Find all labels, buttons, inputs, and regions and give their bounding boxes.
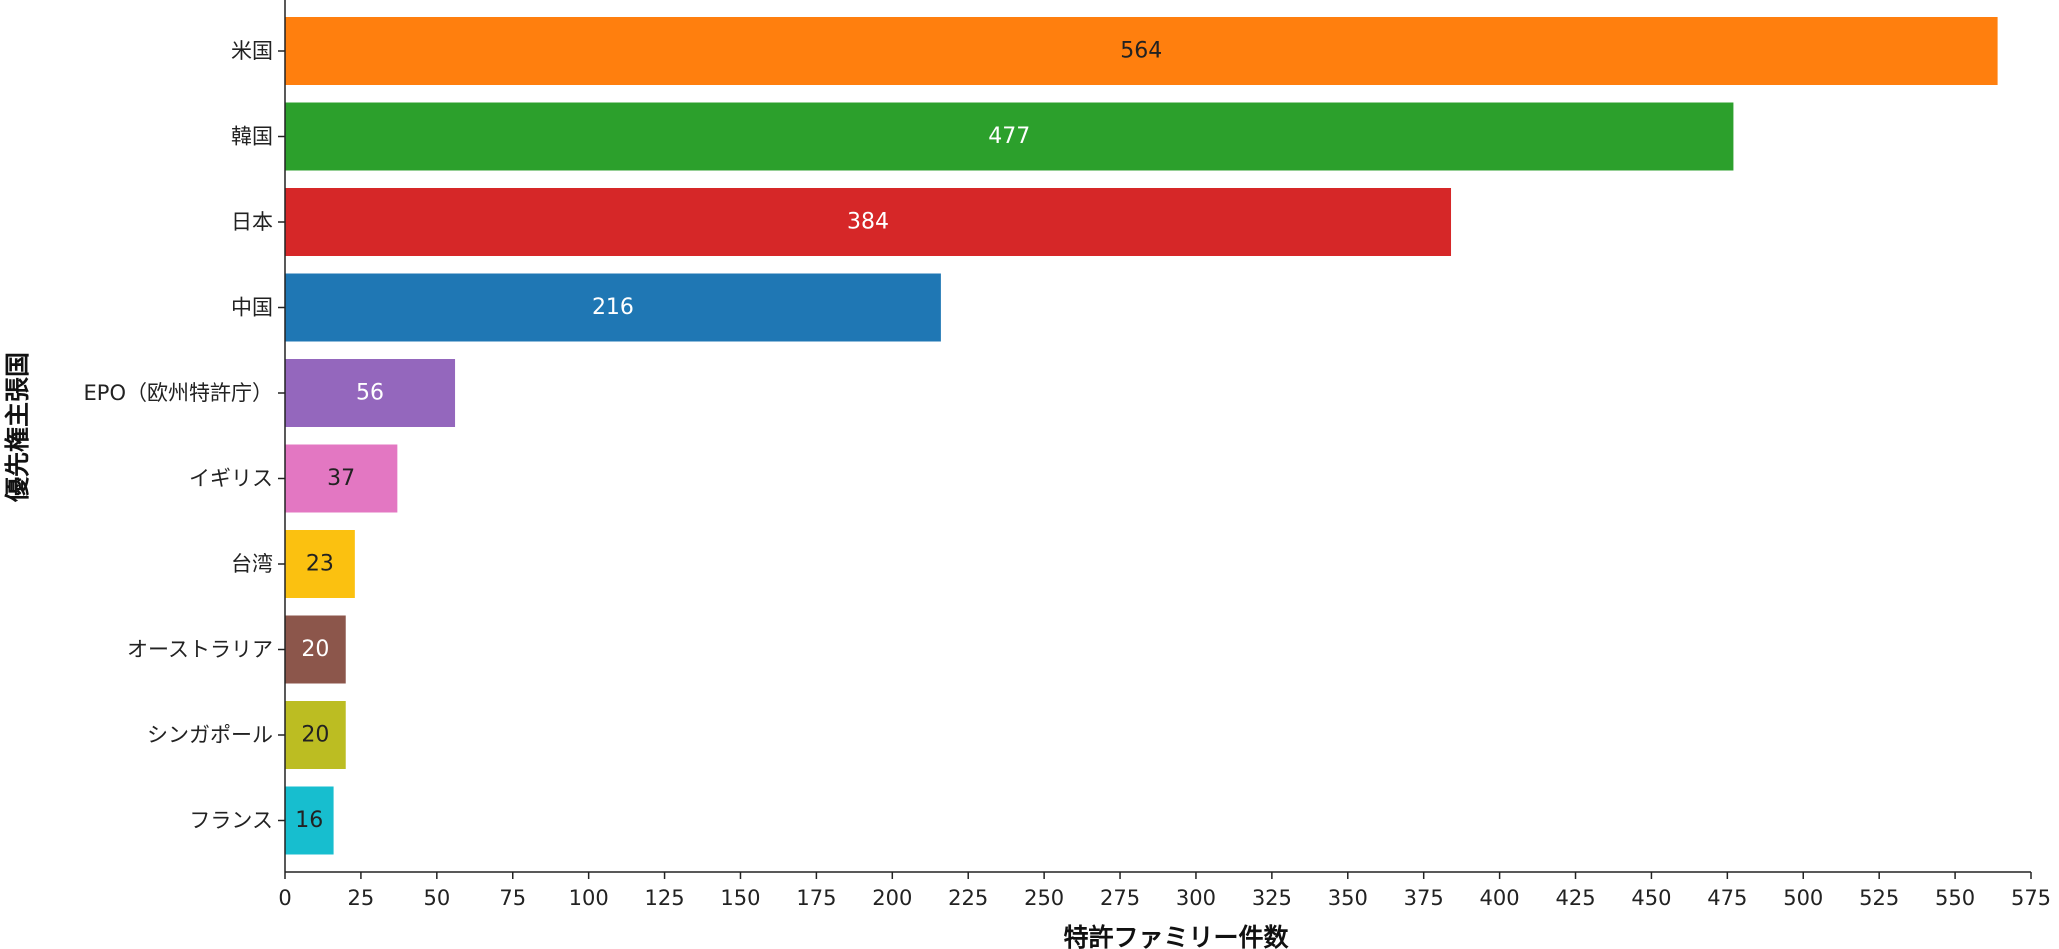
bar-5	[285, 444, 398, 513]
x-tick-label-9: 225	[948, 886, 988, 910]
x-tick-label-14: 350	[1328, 886, 1368, 910]
bar-value-label-8: 20	[301, 723, 329, 748]
bar-2	[285, 188, 1452, 256]
x-tick-label-20: 500	[1783, 886, 1823, 910]
x-axis-title: 特許ファミリー件数	[1063, 923, 1289, 949]
category-label-1: 韓国	[231, 125, 273, 149]
category-label-3: 中国	[231, 296, 273, 320]
category-label-5: イギリス	[189, 467, 273, 491]
category-label-2: 日本	[231, 210, 273, 234]
bar-value-label-7: 20	[301, 637, 329, 662]
bar-value-label-3: 216	[592, 295, 634, 320]
x-tick-label-5: 125	[645, 886, 685, 910]
category-label-4: EPO（欧州特許庁）	[84, 381, 273, 405]
x-tick-label-3: 75	[499, 886, 526, 910]
x-tick-label-17: 425	[1555, 886, 1595, 910]
x-tick-label-12: 300	[1176, 886, 1216, 910]
x-tick-label-21: 525	[1859, 886, 1899, 910]
x-tick-label-4: 100	[569, 886, 609, 910]
x-tick-label-7: 175	[796, 886, 836, 910]
category-label-7: オーストラリア	[127, 638, 273, 662]
data-labels-group: 564 477 384 216 56 37 23 20 20 16	[295, 39, 1162, 834]
x-axis: 0 25 50 75 100 125 150 175 200 225 250 275 300 325 350…	[278, 871, 2051, 910]
category-label-8: シンガポール	[147, 723, 273, 747]
category-label-6: 台湾	[231, 552, 273, 576]
bar-7	[285, 615, 346, 684]
x-tick-label-10: 250	[1024, 886, 1064, 910]
bars-group	[285, 17, 1998, 855]
bar-1	[285, 102, 1734, 171]
x-tick-label-11: 275	[1100, 886, 1140, 910]
bar-value-label-9: 16	[295, 808, 323, 833]
x-tick-label-16: 400	[1480, 886, 1520, 910]
bar-8	[285, 701, 346, 769]
x-tick-label-22: 550	[1935, 886, 1975, 910]
bar-4	[285, 359, 456, 427]
bar-6	[285, 530, 355, 598]
x-tick-label-1: 25	[348, 886, 375, 910]
x-tick-label-13: 325	[1252, 886, 1292, 910]
x-tick-label-6: 150	[720, 886, 760, 910]
x-tick-label-0: 0	[278, 886, 291, 910]
bar-value-label-1: 477	[988, 124, 1030, 149]
x-tick-label-23: 575	[2011, 886, 2051, 910]
bar-value-label-2: 384	[847, 210, 889, 235]
category-label-9: フランス	[189, 809, 273, 833]
bar-value-label-5: 37	[327, 466, 355, 491]
bar-value-label-0: 564	[1120, 39, 1162, 64]
x-tick-label-2: 50	[423, 886, 450, 910]
x-tick-label-15: 375	[1404, 886, 1444, 910]
bar-9	[285, 786, 334, 855]
bar-3	[285, 273, 941, 342]
bar-0	[285, 17, 1998, 85]
x-tick-label-18: 450	[1631, 886, 1671, 910]
category-label-0: 米国	[231, 39, 273, 63]
bar-value-label-4: 56	[356, 381, 384, 406]
x-tick-label-19: 475	[1707, 886, 1747, 910]
x-tick-label-8: 200	[872, 886, 912, 910]
y-axis-title: 優先権主張国	[3, 352, 32, 503]
bar-value-label-6: 23	[306, 552, 334, 577]
